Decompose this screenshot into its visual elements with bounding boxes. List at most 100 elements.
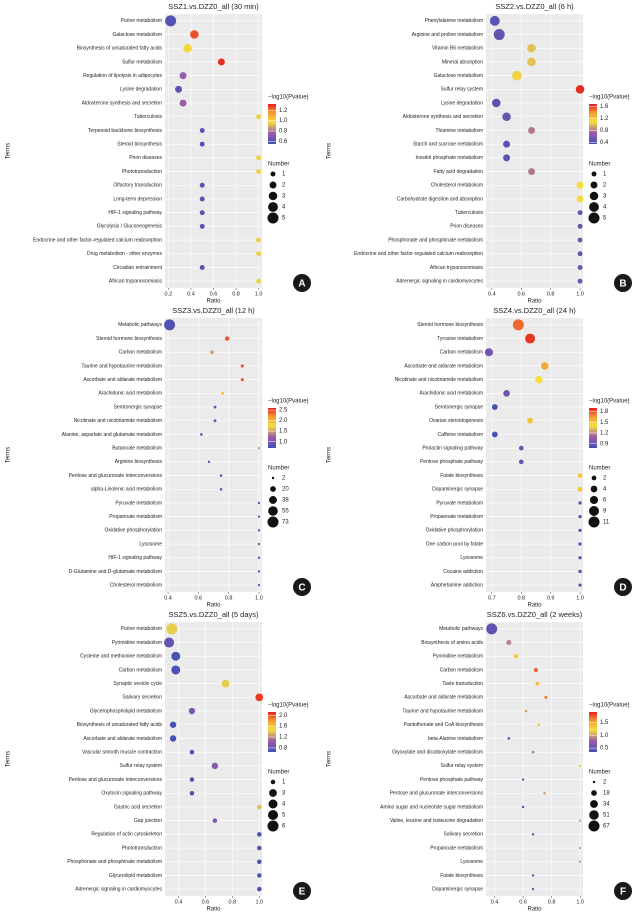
term-label: Drug metabolism - other enzymes <box>87 251 163 257</box>
size-legend-title: Number <box>589 466 610 472</box>
size-legend-label: 2 <box>282 183 286 189</box>
bubble <box>188 707 196 715</box>
term-label: Carbon metabolism <box>119 667 162 673</box>
size-legend-label: 2 <box>603 183 607 189</box>
x-tick-label: 0.4 <box>488 291 496 297</box>
term-label: Gastric acid secretion <box>114 804 162 810</box>
bubble <box>165 15 177 27</box>
bubble <box>164 319 176 331</box>
bubble <box>190 30 199 39</box>
color-tick-label: 1.2 <box>600 116 609 122</box>
term-label: Pentose and glucuronate interconversions <box>69 473 163 479</box>
term-label: Taurine and hypotaurine metabolism <box>81 363 162 369</box>
size-legend-key <box>267 212 279 224</box>
x-tick-label: 0.6 <box>517 291 525 297</box>
bubble <box>528 168 536 176</box>
term-label: Sulfur relay system <box>440 87 483 93</box>
size-legend-label: 3 <box>282 791 286 797</box>
term-label: Adrenergic signaling in cardiomyocytes <box>396 278 483 284</box>
bubble <box>577 223 583 229</box>
term-label: Phosphonate and phosphinate metabolism <box>388 237 483 243</box>
color-bar <box>268 104 276 144</box>
color-tick-label: 1.5 <box>279 429 288 435</box>
bubble <box>240 378 244 382</box>
panel-letter: F <box>620 887 626 898</box>
bubble <box>164 637 175 648</box>
size-legend-key <box>591 790 597 796</box>
bubble <box>493 29 505 41</box>
panel-badge <box>293 578 311 596</box>
panel-letter: D <box>619 583 626 594</box>
size-legend-title: Number <box>268 466 289 472</box>
bubble <box>576 195 584 203</box>
x-tick-label: 0.4 <box>491 899 499 905</box>
y-axis-label: Terms <box>327 447 333 463</box>
bubble <box>492 98 501 108</box>
x-axis-label: Ratio <box>206 907 221 912</box>
bubble <box>518 459 524 465</box>
size-legend-label: 6 <box>282 824 286 830</box>
bubble <box>531 887 535 891</box>
chart-title: SSZ4.vs.DZZ0_all (24 h) <box>493 306 576 315</box>
panel-badge <box>614 578 632 596</box>
bubble <box>171 665 181 675</box>
term-label: Terpenoid backbone biosynthesis <box>88 128 162 134</box>
color-bar <box>589 104 597 144</box>
bubble <box>503 140 511 148</box>
color-legend-title: −log10(Pvalue) <box>589 95 630 101</box>
color-tick-label: 0.8 <box>279 745 288 751</box>
term-label: Purine metabolism <box>121 18 162 24</box>
bubble <box>189 749 195 755</box>
chart-title: SSZ1.vs.DZZ0_all (30 min) <box>168 2 259 11</box>
bubble <box>189 777 195 782</box>
bubble <box>506 640 512 646</box>
x-tick-label: 0.6 <box>195 595 203 601</box>
term-label: Ovarian steroidogenesis <box>429 418 483 424</box>
bubble <box>257 583 261 587</box>
color-tick-label: 2.0 <box>279 713 288 719</box>
bubble <box>531 874 535 877</box>
term-label: alpha-Linolenic acid metabolism <box>91 487 162 493</box>
bubble <box>511 70 522 81</box>
bubble <box>513 654 519 659</box>
size-legend-label: 18 <box>603 791 610 797</box>
color-legend-title: −log10(Pvalue) <box>589 399 630 405</box>
bubble <box>256 237 262 243</box>
color-tick-label: 1.5 <box>600 720 609 726</box>
size-legend-label: 20 <box>282 487 289 493</box>
size-legend-label: 5 <box>603 216 607 222</box>
term-label: Propanoate metabolism <box>430 845 483 851</box>
term-label: Steroid hormone biosynthesis <box>96 336 162 342</box>
bubble <box>257 804 262 810</box>
term-label: Steroid biosynthesis <box>117 141 162 147</box>
size-legend-label: 67 <box>603 824 610 830</box>
size-legend-key <box>589 202 599 212</box>
size-legend-key <box>590 181 598 189</box>
chart-title: SSZ3.vs.DZZ0_all (12 h) <box>172 306 255 315</box>
panel-letter: B <box>619 279 626 290</box>
size-legend-key <box>270 171 276 177</box>
color-tick-label: 1.6 <box>600 104 609 110</box>
term-label: Metabolic pathways <box>118 322 162 328</box>
x-tick-label: 0.9 <box>547 595 555 601</box>
x-tick-label: 0.6 <box>210 291 218 297</box>
size-legend-label: 5 <box>282 813 286 819</box>
bubble <box>533 667 539 673</box>
bubble <box>199 141 205 147</box>
bubble <box>578 583 582 587</box>
size-legend-key <box>588 516 600 528</box>
term-label: Serotonergic synapse <box>114 404 163 410</box>
bubble <box>256 155 262 161</box>
bubble <box>541 362 549 370</box>
bubble <box>535 375 543 384</box>
term-label: Pentose and glucuronate interconversions <box>390 791 484 797</box>
panel-badge <box>293 274 311 292</box>
bubble <box>213 419 217 423</box>
bubble <box>221 679 230 688</box>
size-legend-key <box>267 809 279 821</box>
x-tick-label: 0.7 <box>488 595 496 601</box>
bubble <box>212 818 218 823</box>
bubble <box>525 333 536 344</box>
term-label: Propanoate metabolism <box>430 514 483 520</box>
bubble <box>211 762 219 770</box>
